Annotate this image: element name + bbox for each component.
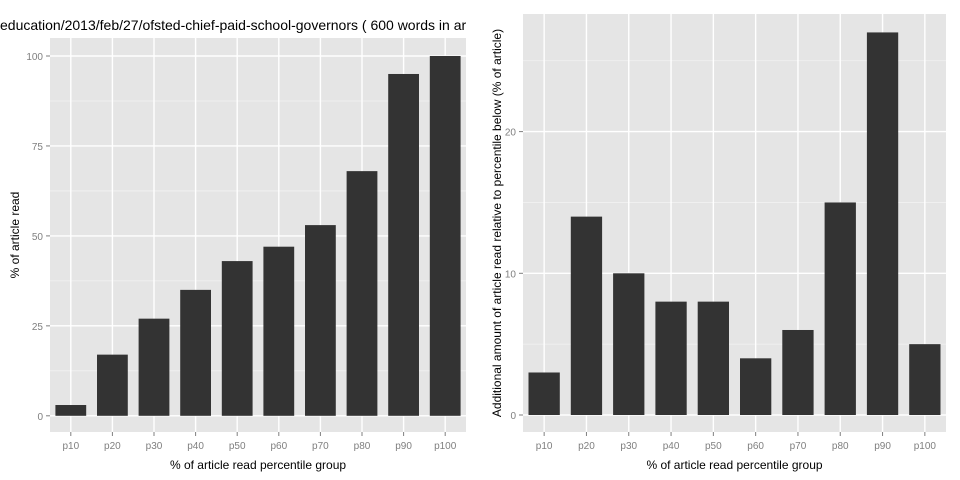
right-x-tick-label: p100 (914, 441, 937, 452)
right-y-tick-label: 20 (505, 128, 517, 139)
right-bar-p100 (909, 344, 941, 415)
left-y-tick-label: 25 (32, 322, 44, 333)
left-bar-p50 (221, 261, 253, 416)
left-x-tick-label: p70 (312, 441, 329, 452)
left-x-tick-label: p80 (354, 441, 371, 452)
right-x-tick-label: p70 (790, 441, 807, 452)
right-x-axis-ticks: p10 p20 p30 p40 p50 p60 p70 p80 p90 p100 (536, 432, 937, 452)
left-x-axis-label: % of article read percentile group (170, 458, 346, 472)
right-y-tick-label: 0 (510, 411, 516, 422)
right-bars (528, 32, 941, 415)
right-bar-p10 (528, 372, 560, 415)
left-bar-p90 (388, 73, 419, 416)
right-x-tick-label: p80 (832, 441, 849, 452)
left-x-tick-label: p60 (270, 441, 287, 452)
right-bar-p40 (655, 301, 687, 415)
right-x-axis-label: % of article read percentile group (646, 458, 822, 472)
left-y-axis-ticks: 0 25 50 75 100 (26, 52, 50, 423)
left-bar-p60 (263, 246, 295, 416)
chart-title: education/2013/feb/27/ofsted-chief-paid-… (0, 17, 467, 33)
right-bar-p80 (824, 202, 856, 415)
right-y-axis-ticks: 0 10 20 (505, 128, 523, 422)
left-x-tick-label: p50 (229, 441, 246, 452)
left-bars (55, 55, 461, 416)
left-x-tick-label: p20 (104, 441, 121, 452)
right-x-tick-label: p50 (705, 441, 722, 452)
left-y-tick-label: 0 (37, 412, 43, 423)
right-y-tick-label: 10 (505, 269, 517, 280)
right-x-tick-label: p90 (874, 441, 891, 452)
left-bar-p100 (429, 55, 461, 416)
left-x-tick-label: p90 (395, 441, 412, 452)
right-x-tick-label: p40 (663, 441, 680, 452)
right-bar-p90 (866, 32, 899, 415)
right-y-axis-label: Additional amount of article read relati… (490, 29, 504, 417)
left-x-tick-label: p100 (434, 441, 457, 452)
left-x-axis-ticks: p10 p20 p30 p40 p50 p60 p70 p80 p90 p100 (62, 432, 457, 452)
right-bar-p20 (570, 216, 603, 415)
right-chart: 0 10 20 p10 p20 p30 p40 p50 p60 p70 p80 p90 p100 % … (490, 14, 946, 472)
right-bar-p70 (782, 329, 814, 415)
left-bar-p10 (55, 405, 87, 416)
right-bar-p50 (697, 301, 730, 415)
right-bar-p30 (613, 273, 645, 415)
left-bar-p70 (305, 225, 336, 416)
left-y-axis-label: % of article read (8, 192, 22, 279)
right-x-tick-label: p10 (536, 441, 553, 452)
left-bar-p30 (138, 318, 170, 416)
left-y-tick-label: 50 (32, 232, 44, 243)
left-bar-p40 (180, 289, 211, 416)
right-x-tick-label: p20 (578, 441, 595, 452)
left-x-tick-label: p10 (62, 441, 79, 452)
left-x-tick-label: p30 (146, 441, 163, 452)
left-bar-p20 (97, 354, 128, 416)
right-x-tick-label: p30 (620, 441, 637, 452)
left-y-tick-label: 100 (26, 52, 43, 63)
left-y-tick-label: 75 (32, 142, 44, 153)
right-x-tick-label: p60 (747, 441, 764, 452)
left-bar-p80 (346, 171, 378, 416)
right-bar-p60 (739, 358, 772, 415)
left-x-tick-label: p40 (187, 441, 204, 452)
